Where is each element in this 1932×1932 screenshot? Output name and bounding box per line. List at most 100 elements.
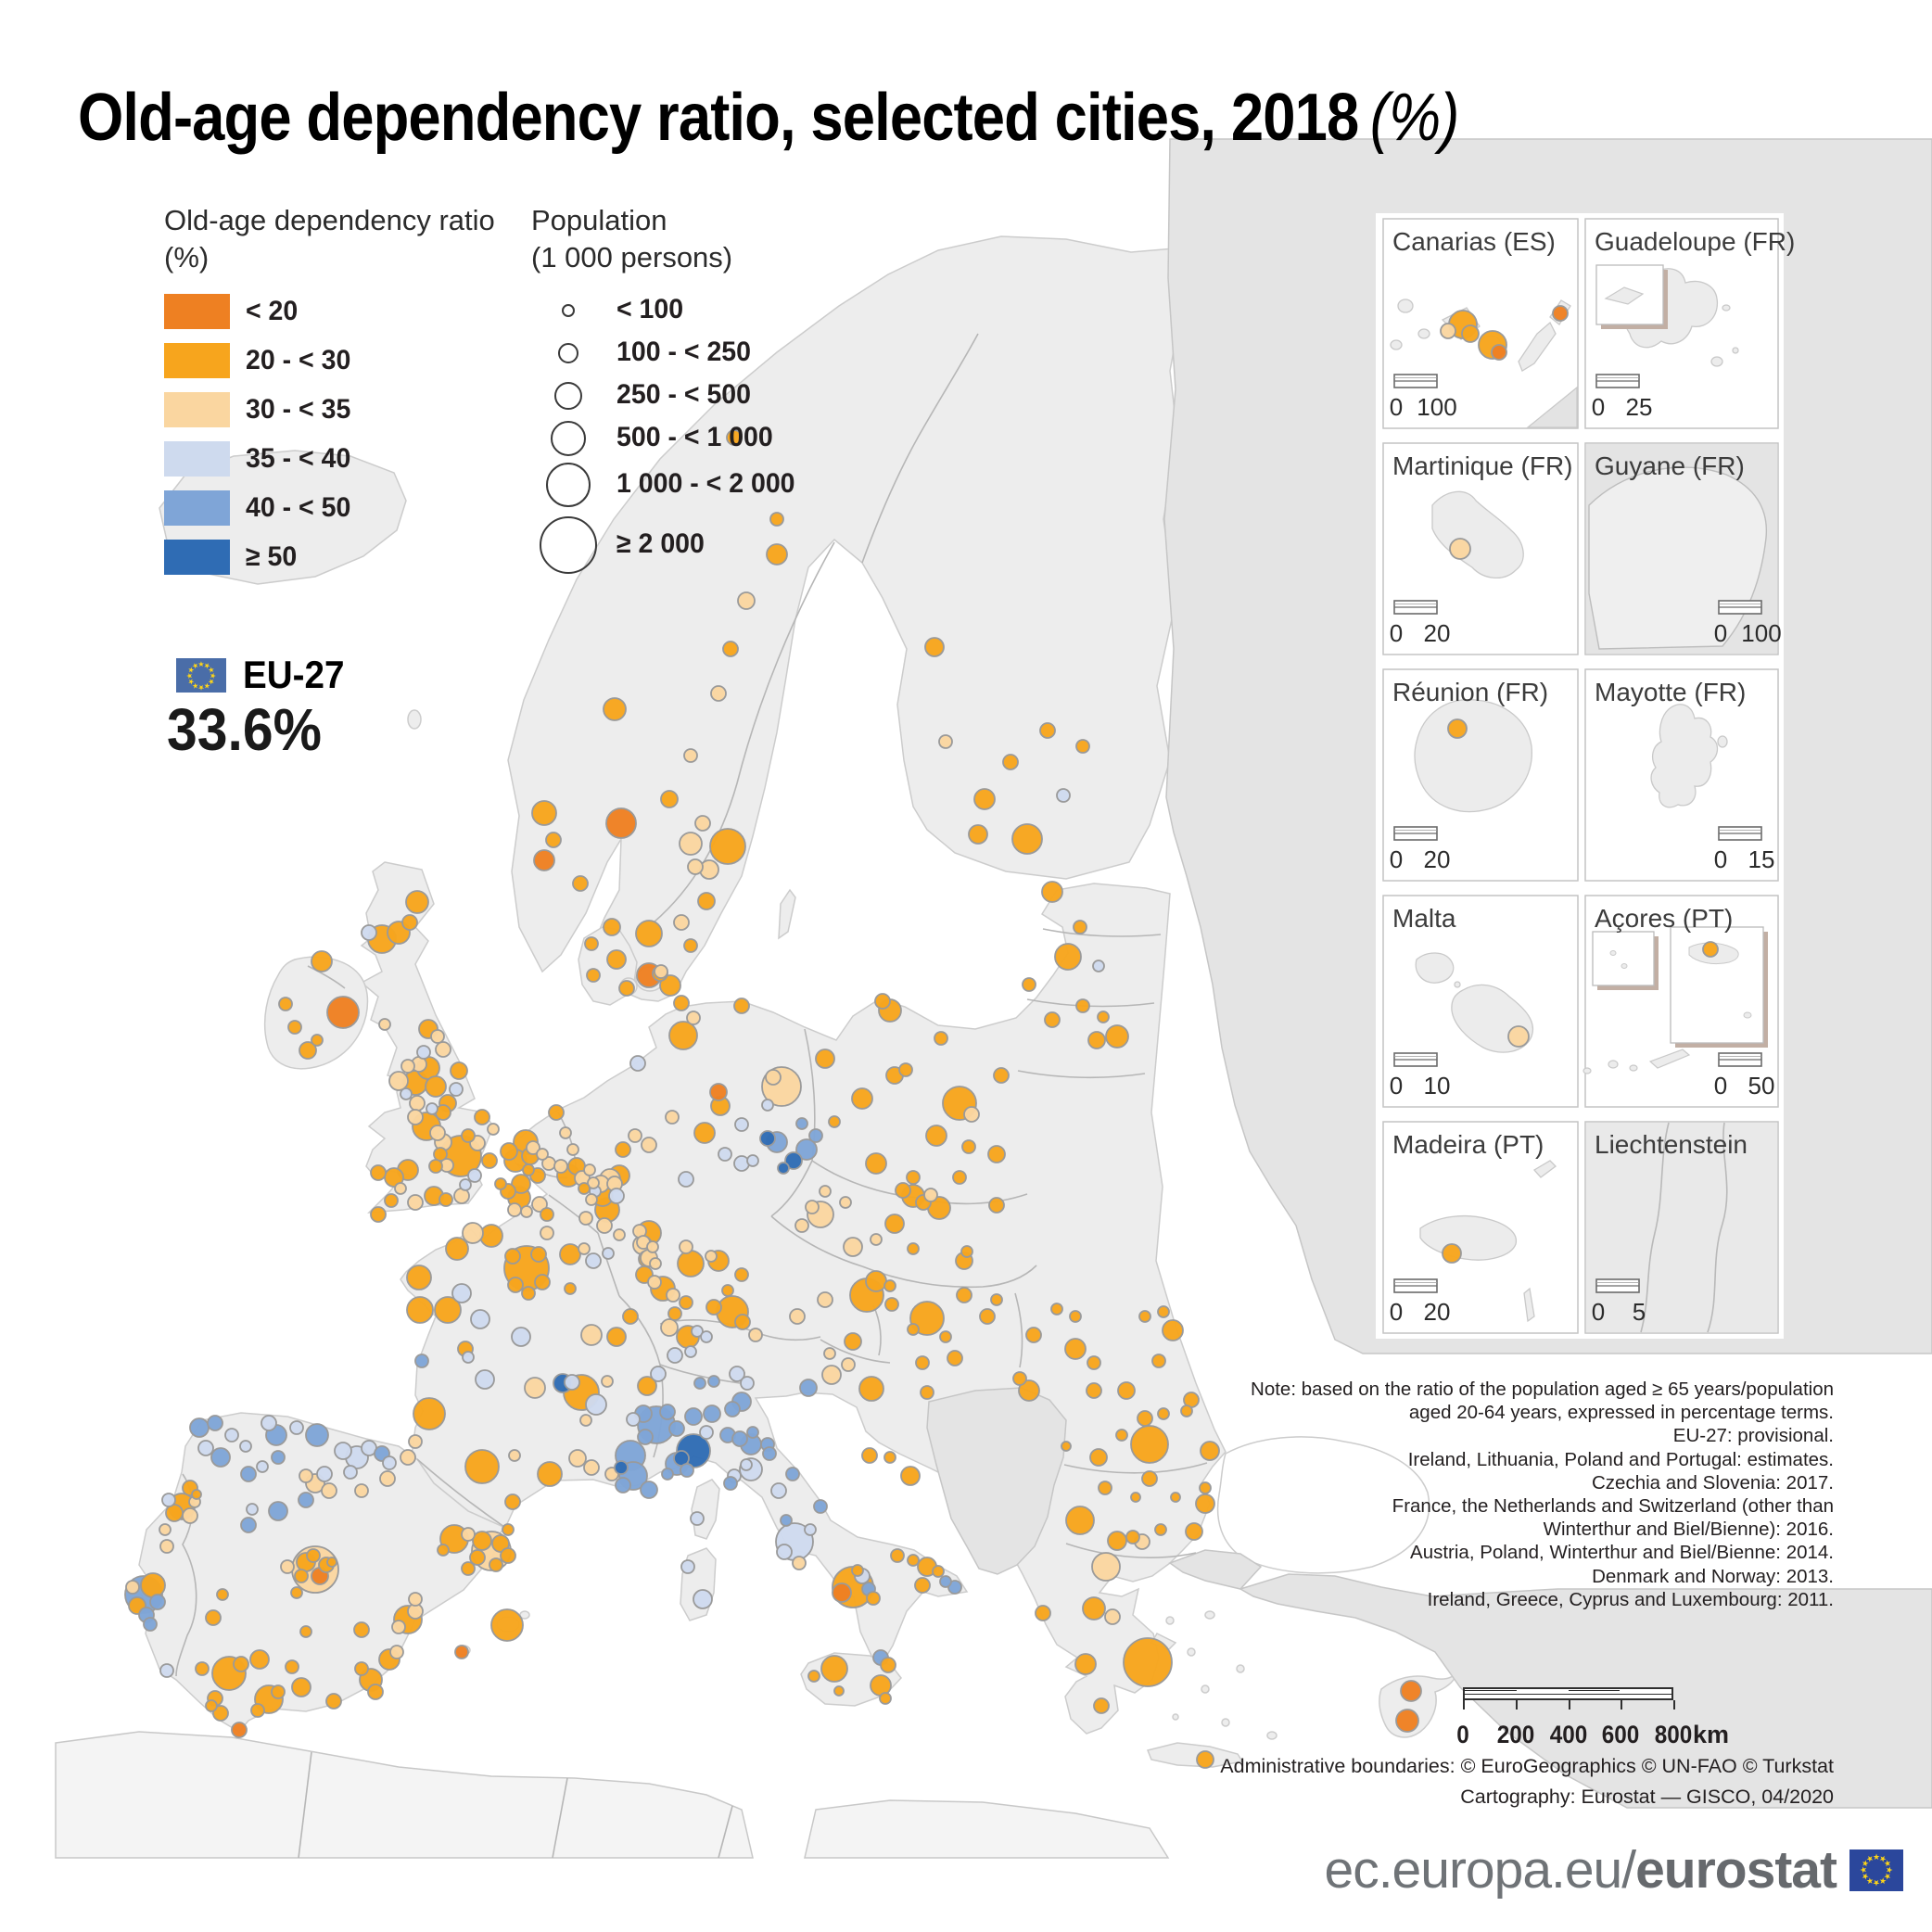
- city-circle: [508, 1449, 521, 1462]
- legend-ratio-classes: < 20 20 - < 30 30 - < 35 35 - < 40 40 - < 50…: [164, 286, 356, 581]
- city-circle: [820, 1655, 848, 1683]
- city-circle: [400, 1449, 416, 1466]
- inset-scale-max: 10: [1424, 1072, 1451, 1099]
- city-circle: [451, 1283, 472, 1303]
- city-circle: [832, 1582, 852, 1603]
- city-circle: [1105, 1024, 1129, 1049]
- inset-madeira: Madeira (PT) 0 20: [1382, 1121, 1579, 1334]
- inset-scale-min: 0: [1390, 845, 1403, 873]
- city-circle: [578, 1211, 593, 1226]
- city-circle: [606, 949, 627, 970]
- note-line: Denmark and Norway: 2013.: [1592, 1565, 1834, 1587]
- city-circle: [920, 1385, 934, 1400]
- land-faroe: [407, 709, 422, 730]
- inset-guyane: Guyane (FR) 0 100: [1584, 442, 1782, 655]
- city-circle: [291, 1677, 311, 1697]
- inset-malta: Malta 0 10: [1382, 895, 1579, 1108]
- city-circle: [426, 1102, 439, 1115]
- city-circle: [408, 1434, 423, 1449]
- city-circle: [1098, 1481, 1112, 1495]
- city-circle: [762, 1446, 777, 1461]
- city-circle: [874, 993, 891, 1010]
- city-circle: [212, 1705, 229, 1722]
- inset-scale-max: 15: [1748, 845, 1775, 873]
- city-circle: [287, 1020, 302, 1035]
- city-circle: [268, 1501, 288, 1521]
- ratio-swatch: [164, 342, 230, 378]
- city-circle: [306, 1548, 321, 1563]
- city-circle: [413, 1397, 446, 1430]
- city-circle: [858, 1376, 884, 1402]
- city-circle: [524, 1377, 546, 1399]
- city-circles: [124, 305, 1719, 1769]
- city-circle: [311, 950, 333, 972]
- legend-ratio-title: Old-age dependency ratio (%): [164, 204, 495, 273]
- ratio-label: 40 - < 50: [246, 491, 351, 523]
- city-circle: [700, 1330, 713, 1343]
- city-circle: [709, 828, 746, 865]
- city-circle: [343, 1465, 358, 1480]
- city-circle: [1093, 1697, 1110, 1714]
- city-circle: [537, 1461, 563, 1487]
- city-circle: [615, 1477, 631, 1493]
- city-circle: [733, 1155, 750, 1172]
- city-circle: [614, 1460, 629, 1475]
- city-circle: [1491, 344, 1507, 361]
- city-circle: [851, 1564, 864, 1577]
- city-circle: [938, 734, 953, 749]
- km-tick-label: 400: [1549, 1721, 1587, 1748]
- city-circle: [1050, 1303, 1063, 1316]
- city-circle: [533, 849, 555, 871]
- city-circle: [487, 1123, 500, 1136]
- city-circle: [159, 1523, 172, 1536]
- city-circle: [883, 1279, 896, 1292]
- city-circle: [354, 1483, 369, 1498]
- city-circle: [963, 1106, 980, 1123]
- city-circle: [445, 1237, 469, 1261]
- city-circle: [640, 1481, 658, 1499]
- city-circle: [210, 1447, 231, 1468]
- city-circle: [580, 1324, 603, 1346]
- city-circle: [626, 1412, 641, 1427]
- city-circle: [960, 1245, 973, 1258]
- city-circle: [615, 1141, 631, 1158]
- city-circle: [545, 832, 562, 848]
- city-circle: [299, 1041, 317, 1060]
- city-circle: [987, 1145, 1006, 1163]
- city-circle: [326, 996, 360, 1029]
- city-circle: [531, 1196, 548, 1213]
- city-circle: [1507, 1025, 1530, 1048]
- flag-star: ★: [201, 680, 212, 692]
- city-circle: [703, 1405, 721, 1423]
- city-circle: [990, 1293, 1003, 1306]
- flag-star: ★: [1864, 1852, 1875, 1865]
- city-circle: [668, 1021, 698, 1050]
- city-circle: [769, 512, 784, 527]
- city-circle: [490, 1608, 524, 1642]
- city-circle: [370, 1206, 387, 1223]
- city-circle: [660, 1318, 679, 1337]
- city-circle: [721, 1284, 734, 1297]
- city-circle: [437, 1544, 450, 1557]
- city-circle: [789, 1308, 806, 1325]
- city-circle: [746, 1426, 759, 1439]
- city-circle: [693, 1589, 713, 1609]
- title-text: Old-age dependency ratio, selected citie…: [78, 81, 1359, 155]
- city-circle: [898, 1062, 913, 1077]
- legend-ratio-row: 35 - < 40: [164, 434, 356, 483]
- city-circle: [647, 1275, 662, 1290]
- city-circle: [216, 1588, 229, 1601]
- city-circle: [414, 1354, 429, 1368]
- city-circle: [474, 1109, 490, 1125]
- city-circle: [289, 1420, 304, 1435]
- sea-black-sea: [1216, 1436, 1430, 1574]
- city-circle: [464, 1449, 500, 1484]
- city-circle: [1107, 1531, 1127, 1551]
- city-circle: [718, 1147, 732, 1162]
- city-circle: [1461, 324, 1480, 343]
- city-circle: [416, 1045, 431, 1060]
- city-circle: [1123, 1637, 1173, 1687]
- land-gotland: [778, 888, 796, 940]
- city-circle: [770, 1482, 787, 1499]
